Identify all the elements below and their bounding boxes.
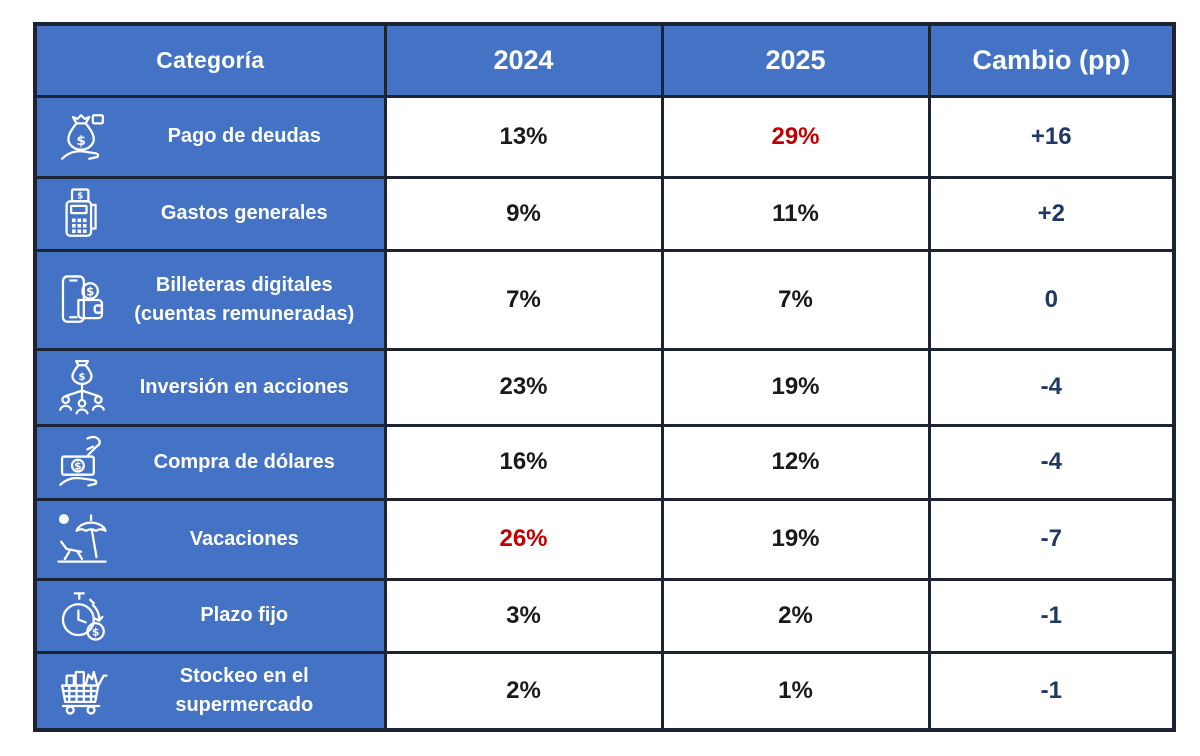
value-2025-cell: 1%	[660, 650, 931, 732]
value-2024-cell: 23%	[383, 347, 664, 427]
beach-vacation-icon	[47, 510, 117, 568]
change-cell: -1	[927, 577, 1176, 654]
category-cell: $ Gastos generales	[33, 175, 387, 252]
category-cell: Vacaciones	[33, 497, 387, 581]
category-cell: $ Plazo fijo	[33, 577, 387, 654]
svg-text:$: $	[79, 372, 86, 383]
value-2025-cell: 7%	[660, 248, 931, 351]
investment-network-icon: $	[47, 358, 117, 416]
category-label: Plazo fijo	[200, 604, 289, 626]
category-cell: $ Pago de deudas	[33, 94, 387, 179]
table-row: Stockeo en el supermercado 2% 1% -1	[33, 650, 1176, 732]
svg-text:$: $	[77, 191, 83, 201]
column-header-2025: 2025	[660, 22, 931, 98]
money-bag-hand-icon: $	[47, 108, 117, 166]
svg-text:$: $	[74, 460, 82, 473]
shopping-cart-icon	[47, 662, 117, 720]
column-header-categoria: Categoría	[33, 22, 387, 98]
value-2025-cell: 29%	[660, 94, 931, 179]
change-cell: 0	[927, 248, 1176, 351]
change-cell: +2	[927, 175, 1176, 252]
change-cell: -4	[927, 423, 1176, 501]
change-cell: -7	[927, 497, 1176, 581]
table-row: Vacaciones 26% 19% -7	[33, 497, 1176, 581]
category-label: Stockeo en el supermercado	[175, 664, 314, 716]
savings-intentions-table: Categoría 2024 2025 Cambio (pp) $ Pago de…	[33, 22, 1176, 732]
svg-text:$: $	[76, 133, 85, 149]
value-2024-cell: 3%	[383, 577, 664, 654]
table-row: $ Gastos generales 9% 11% +2	[33, 175, 1176, 252]
phone-wallet-icon: $	[47, 271, 117, 329]
value-2024-cell: 16%	[383, 423, 664, 501]
category-label: Pago de deudas	[167, 125, 321, 147]
change-cell: -1	[927, 650, 1176, 732]
value-2024-cell: 9%	[383, 175, 664, 252]
value-2025-cell: 19%	[660, 497, 931, 581]
category-cell: $ Compra de dólares	[33, 423, 387, 501]
category-label: Vacaciones	[189, 527, 299, 550]
table-row: $ Plazo fijo 3% 2% -1	[33, 577, 1176, 654]
money-hand-icon: $	[47, 433, 117, 491]
table-row: $ Compra de dólares 16% 12% -4	[33, 423, 1176, 501]
value-2024-cell: 7%	[383, 248, 664, 351]
change-cell: -4	[927, 347, 1176, 427]
stopwatch-money-icon: $	[47, 587, 117, 645]
category-label: Billeteras digitales (cuentas remunerada…	[134, 273, 355, 325]
value-2024-cell: 26%	[383, 497, 664, 581]
category-label: Compra de dólares	[153, 450, 335, 473]
category-label: Gastos generales	[160, 202, 328, 224]
column-header-cambio: Cambio (pp)	[927, 22, 1176, 98]
value-2025-cell: 19%	[660, 347, 931, 427]
category-label: Inversión en acciones	[139, 375, 349, 398]
value-2024-cell: 13%	[383, 94, 664, 179]
value-2025-cell: 11%	[660, 175, 931, 252]
table-row: $ Inversión en acciones 23% 19% -4	[33, 347, 1176, 427]
table-row: $ Billeteras digitales (cuentas remunerad…	[33, 248, 1176, 351]
category-cell: Stockeo en el supermercado	[33, 650, 387, 732]
category-cell: $ Billeteras digitales (cuentas remunerad…	[33, 248, 387, 351]
value-2024-cell: 2%	[383, 650, 664, 732]
change-cell: +16	[927, 94, 1176, 179]
svg-text:$: $	[86, 284, 94, 298]
column-header-2024: 2024	[383, 22, 664, 98]
value-2025-cell: 2%	[660, 577, 931, 654]
category-cell: $ Inversión en acciones	[33, 347, 387, 427]
pos-terminal-icon: $	[47, 185, 117, 243]
table-row: $ Pago de deudas 13% 29% +16	[33, 94, 1176, 179]
header-row: Categoría 2024 2025 Cambio (pp)	[33, 22, 1176, 98]
svg-text:$: $	[92, 625, 100, 638]
value-2025-cell: 12%	[660, 423, 931, 501]
